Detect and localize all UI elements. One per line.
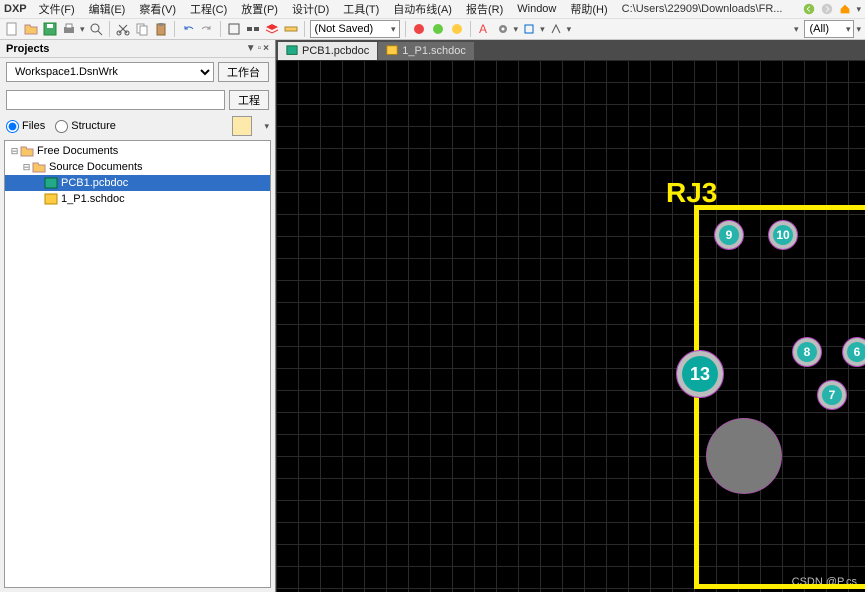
place-icon[interactable] bbox=[521, 21, 537, 37]
tree-item[interactable]: PCB1.pcbdoc bbox=[5, 175, 270, 191]
workspace-button[interactable]: 工作台 bbox=[218, 62, 269, 82]
redo-icon[interactable] bbox=[199, 21, 215, 37]
new-icon[interactable] bbox=[4, 21, 20, 37]
filter-red-icon[interactable] bbox=[411, 21, 427, 37]
nav-back-icon[interactable] bbox=[802, 2, 816, 16]
save-icon[interactable] bbox=[42, 21, 58, 37]
menu-bar: DXP 文件(F)编辑(E)察看(V)工程(C)放置(P)设计(D)工具(T)自… bbox=[0, 0, 865, 18]
app-logo: DXP bbox=[4, 3, 27, 15]
menu-item[interactable]: 自动布线(A) bbox=[387, 1, 458, 17]
project-tree[interactable]: ⊟Free Documents⊟Source DocumentsPCB1.pcb… bbox=[4, 140, 271, 588]
workspace-select[interactable]: Workspace1.DsnWrk bbox=[6, 62, 214, 82]
pad[interactable]: 8 bbox=[792, 337, 822, 367]
sch-icon bbox=[386, 45, 398, 57]
paste-icon[interactable] bbox=[153, 21, 169, 37]
menu-item[interactable]: 工程(C) bbox=[184, 1, 233, 17]
folder-icon bbox=[32, 161, 46, 173]
menu-item[interactable]: 放置(P) bbox=[235, 1, 284, 17]
pcb-icon bbox=[286, 45, 298, 57]
structure-radio[interactable]: Structure bbox=[55, 120, 116, 133]
filter-yellow-icon[interactable] bbox=[449, 21, 465, 37]
panel-pin-icon[interactable]: ▫ bbox=[258, 43, 262, 54]
menu-item[interactable]: 工具(T) bbox=[337, 1, 385, 17]
zoom-icon[interactable] bbox=[88, 21, 104, 37]
menu-end-icons: ▾ bbox=[802, 2, 861, 16]
pad[interactable]: 6 bbox=[842, 337, 865, 367]
pad[interactable]: 7 bbox=[817, 380, 847, 410]
project-button[interactable]: 工程 bbox=[229, 90, 269, 110]
cut-icon[interactable] bbox=[115, 21, 131, 37]
menu-item[interactable]: 察看(V) bbox=[133, 1, 182, 17]
project-input[interactable] bbox=[6, 90, 225, 110]
tree-options-icon[interactable] bbox=[232, 116, 252, 136]
menu-item[interactable]: Window bbox=[511, 3, 562, 15]
filter-green-icon[interactable] bbox=[430, 21, 446, 37]
menu-item[interactable]: 报告(R) bbox=[460, 1, 509, 17]
layers-icon[interactable] bbox=[264, 21, 280, 37]
pcb-canvas[interactable]: CSDN @P.cs RJ31313910111286427531 bbox=[276, 60, 865, 592]
pcb-icon bbox=[44, 177, 58, 189]
projects-panel-title: Projects ▼▫× bbox=[0, 40, 275, 58]
menu-item[interactable]: 文件(F) bbox=[33, 1, 81, 17]
tree-item[interactable]: ⊟Free Documents bbox=[5, 143, 270, 159]
menu-item[interactable]: 帮助(H) bbox=[564, 1, 613, 17]
menu-item[interactable]: 编辑(E) bbox=[83, 1, 132, 17]
tool-1-icon[interactable] bbox=[226, 21, 242, 37]
panel-dropdown-icon[interactable]: ▼ bbox=[246, 43, 256, 54]
panel-close-icon[interactable]: × bbox=[263, 43, 269, 54]
toolbar: ▾ (Not Saved) A ▾ ▾ ▾ ▾ (All) ▾ bbox=[0, 18, 865, 40]
files-radio[interactable]: Files bbox=[6, 120, 45, 133]
ruler-icon[interactable] bbox=[283, 21, 299, 37]
svg-text:A: A bbox=[479, 22, 487, 36]
folder-icon bbox=[20, 145, 34, 157]
filter-all-combo[interactable]: (All) bbox=[804, 20, 854, 38]
open-icon[interactable] bbox=[23, 21, 39, 37]
editor-area: PCB1.pcbdoc1_P1.schdoc CSDN @P.cs RJ3131… bbox=[276, 40, 865, 592]
text-icon[interactable]: A bbox=[476, 21, 492, 37]
print-icon[interactable] bbox=[61, 21, 77, 37]
tree-item[interactable]: ⊟Source Documents bbox=[5, 159, 270, 175]
pad[interactable]: 10 bbox=[768, 220, 798, 250]
document-tabs: PCB1.pcbdoc1_P1.schdoc bbox=[276, 40, 865, 60]
document-tab[interactable]: 1_P1.schdoc bbox=[378, 42, 474, 60]
pad[interactable]: 13 bbox=[676, 350, 724, 398]
menu-item[interactable]: 设计(D) bbox=[286, 1, 335, 17]
via-icon[interactable] bbox=[495, 21, 511, 37]
document-tab[interactable]: PCB1.pcbdoc bbox=[278, 42, 377, 60]
tree-item[interactable]: 1_P1.schdoc bbox=[5, 191, 270, 207]
misc-icon[interactable] bbox=[548, 21, 564, 37]
nav-fwd-icon[interactable] bbox=[820, 2, 834, 16]
save-state-combo[interactable]: (Not Saved) bbox=[310, 20, 400, 38]
undo-icon[interactable] bbox=[180, 21, 196, 37]
projects-panel: Projects ▼▫× Workspace1.DsnWrk 工作台 工程 Fi… bbox=[0, 40, 276, 592]
tool-2-icon[interactable] bbox=[245, 21, 261, 37]
copy-icon[interactable] bbox=[134, 21, 150, 37]
mounting-hole bbox=[706, 418, 782, 494]
home-icon[interactable] bbox=[838, 2, 852, 16]
file-path: C:\Users\22909\Downloads\FR... bbox=[622, 3, 783, 15]
sch-icon bbox=[44, 193, 58, 205]
pad[interactable]: 9 bbox=[714, 220, 744, 250]
